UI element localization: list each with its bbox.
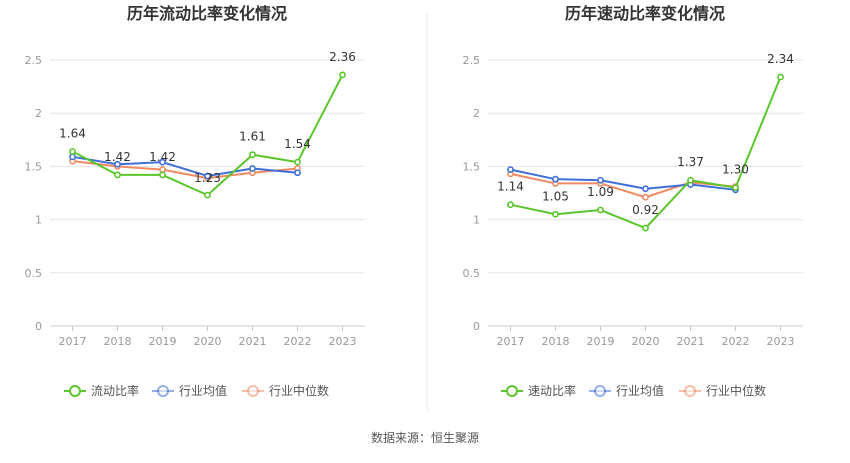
y-tick-label: 1.5 bbox=[25, 160, 43, 173]
data-point[interactable] bbox=[777, 73, 784, 81]
legend-item[interactable]: 行业均值 bbox=[589, 383, 664, 398]
legend-item[interactable]: 速动比率 bbox=[501, 383, 576, 398]
data-label: 1.64 bbox=[59, 127, 86, 141]
y-tick-label: 0 bbox=[473, 320, 480, 333]
data-point[interactable] bbox=[732, 184, 739, 192]
current-ratio-chart: 历年流动比率变化情况 0 0.5 1 1.5 2 2.5 2017 2018 2019 2020 20… bbox=[25, 4, 365, 398]
data-point[interactable] bbox=[642, 224, 649, 232]
y-tick-label: 1 bbox=[473, 214, 480, 227]
legend-label: 行业中位数 bbox=[269, 383, 329, 398]
x-tick-label: 2021 bbox=[677, 335, 705, 348]
legend-marker bbox=[157, 385, 169, 397]
y-tick-label: 2.5 bbox=[463, 54, 481, 67]
series-line bbox=[510, 168, 736, 191]
series-line bbox=[72, 155, 298, 177]
data-point[interactable] bbox=[642, 193, 649, 201]
legend-label: 行业中位数 bbox=[706, 383, 766, 398]
data-point[interactable] bbox=[642, 185, 649, 193]
data-label: 1.61 bbox=[239, 130, 266, 144]
data-point[interactable] bbox=[552, 210, 559, 218]
legend-item[interactable]: 行业中位数 bbox=[242, 383, 329, 398]
legend-label: 速动比率 bbox=[528, 383, 576, 398]
x-tick-label: 2020 bbox=[632, 335, 660, 348]
legend-marker bbox=[684, 385, 696, 397]
x-tick-label: 2021 bbox=[239, 335, 267, 348]
y-tick-label: 2.5 bbox=[25, 54, 43, 67]
legend-item[interactable]: 行业中位数 bbox=[679, 383, 766, 398]
x-tick-label: 2019 bbox=[149, 335, 177, 348]
data-point[interactable] bbox=[249, 165, 256, 172]
x-tick-label: 2017 bbox=[59, 335, 87, 348]
data-label: 1.37 bbox=[677, 155, 704, 169]
quick-ratio-chart: 历年速动比率变化情况 0 0.5 1 1.5 2 2.5 2017 2018 2019 2020 20… bbox=[463, 4, 803, 398]
series-line bbox=[510, 172, 736, 199]
legend-label: 行业均值 bbox=[179, 383, 227, 398]
series-line bbox=[72, 160, 298, 180]
data-label: 1.42 bbox=[149, 150, 176, 164]
data-point[interactable] bbox=[114, 160, 121, 168]
legend-marker bbox=[69, 385, 81, 397]
data-point[interactable] bbox=[294, 158, 301, 166]
data-label: 1.05 bbox=[542, 189, 569, 203]
y-tick-label: 2 bbox=[35, 107, 42, 120]
data-point[interactable] bbox=[339, 71, 346, 79]
x-tick-label: 2017 bbox=[497, 335, 525, 348]
legend-label: 流动比率 bbox=[91, 383, 139, 398]
y-tick-label: 0 bbox=[35, 320, 42, 333]
data-label: 1.14 bbox=[497, 180, 524, 194]
data-point[interactable] bbox=[507, 201, 514, 209]
legend-label: 行业均值 bbox=[616, 383, 664, 398]
data-label: 1.09 bbox=[587, 185, 614, 199]
chart-title: 历年速动比率变化情况 bbox=[565, 4, 725, 23]
data-point[interactable] bbox=[597, 176, 604, 184]
x-tick-label: 2018 bbox=[104, 335, 132, 348]
legend-item[interactable]: 流动比率 bbox=[64, 383, 139, 398]
data-label: 1.42 bbox=[104, 150, 131, 164]
y-tick-label: 2 bbox=[473, 107, 480, 120]
data-point[interactable] bbox=[114, 171, 121, 179]
x-tick-label: 2022 bbox=[722, 335, 750, 348]
y-tick-label: 0.5 bbox=[463, 267, 481, 280]
legend-marker bbox=[506, 385, 518, 397]
data-label: 2.34 bbox=[767, 52, 794, 66]
x-tick-label: 2019 bbox=[587, 335, 615, 348]
data-point[interactable] bbox=[159, 166, 166, 173]
data-point[interactable] bbox=[687, 176, 694, 184]
data-label: 1.30 bbox=[722, 163, 749, 177]
data-point[interactable] bbox=[597, 206, 604, 214]
data-point[interactable] bbox=[249, 151, 256, 159]
data-point[interactable] bbox=[159, 171, 166, 179]
data-label: 0.92 bbox=[632, 203, 659, 217]
data-point[interactable] bbox=[294, 169, 301, 177]
chart-title: 历年流动比率变化情况 bbox=[127, 4, 287, 23]
y-tick-label: 0.5 bbox=[25, 267, 43, 280]
data-point[interactable] bbox=[69, 148, 76, 155]
data-point[interactable] bbox=[204, 172, 211, 180]
x-tick-label: 2018 bbox=[542, 335, 570, 348]
x-tick-label: 2020 bbox=[194, 335, 222, 348]
legend-marker bbox=[594, 385, 606, 397]
x-tick-label: 2023 bbox=[329, 335, 357, 348]
data-point[interactable] bbox=[552, 175, 559, 183]
x-tick-label: 2022 bbox=[284, 335, 312, 348]
data-label: 2.36 bbox=[329, 50, 356, 64]
legend-marker bbox=[247, 385, 259, 397]
data-point[interactable] bbox=[69, 153, 76, 161]
y-tick-label: 1.5 bbox=[463, 160, 481, 173]
data-point[interactable] bbox=[507, 166, 514, 173]
data-label: 1.23 bbox=[194, 171, 221, 185]
x-tick-label: 2023 bbox=[767, 335, 795, 348]
data-label: 1.54 bbox=[284, 137, 311, 151]
source-note: 数据来源：恒生聚源 bbox=[371, 430, 479, 445]
legend-item[interactable]: 行业均值 bbox=[152, 383, 227, 398]
data-point[interactable] bbox=[204, 191, 211, 199]
y-tick-label: 1 bbox=[35, 214, 42, 227]
data-point[interactable] bbox=[159, 158, 166, 166]
